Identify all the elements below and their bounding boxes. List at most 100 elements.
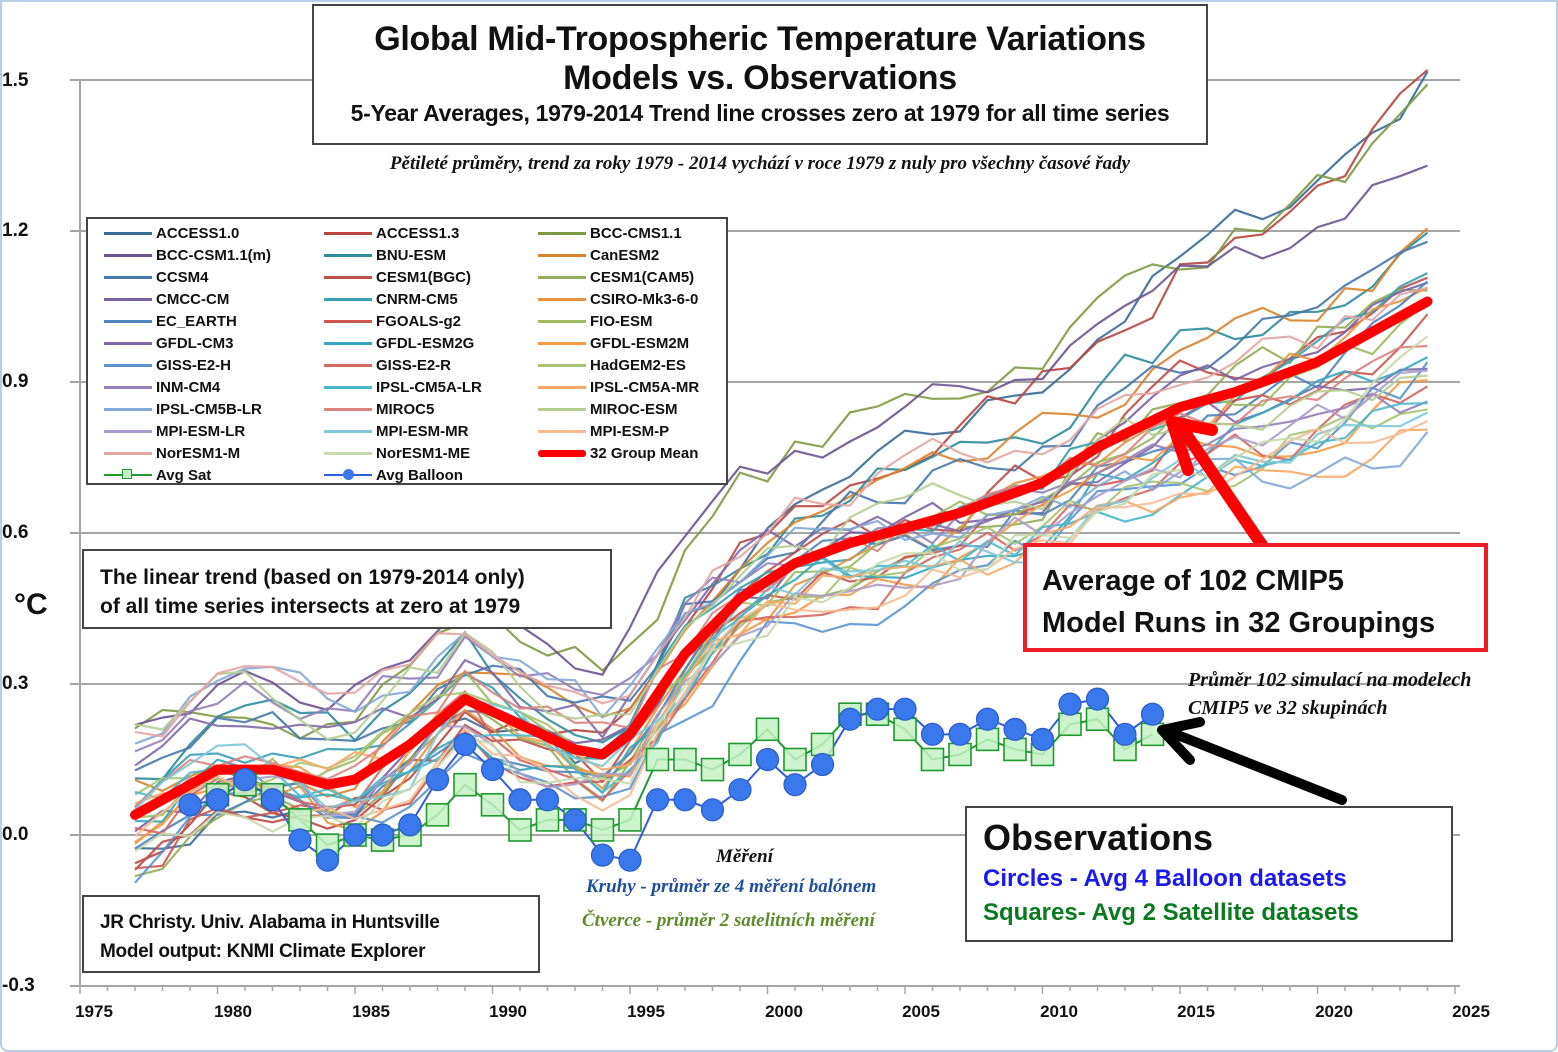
observations-czech-squares: Čtverce - průměr 2 satelitních měření (582, 910, 875, 931)
legend-label: GFDL-ESM2G (376, 334, 475, 352)
legend-swatch (538, 319, 586, 323)
legend-label: CCSM4 (156, 268, 209, 286)
x-tick-label: 2015 (1177, 1002, 1215, 1021)
y-tick-label: 1.5 (2, 70, 29, 91)
satellite-point (508, 818, 532, 842)
model-line-bnu-esm (134, 231, 1429, 781)
legend: ACCESS1.0 ACCESS1.3 BCC-CMS1.1 BCC-CSM1.1(m… (86, 217, 728, 485)
legend-item: IPSL-CM5A-MR (538, 376, 699, 398)
legend-swatch (324, 341, 372, 345)
x-tick-label: 2000 (765, 1002, 803, 1021)
balloon-point (535, 788, 560, 812)
trend-note-box: The linear trend (based on 1979-2014 onl… (82, 549, 612, 629)
legend-swatch (538, 341, 586, 345)
trend-note-line: The linear trend (based on 1979-2014 onl… (100, 566, 525, 589)
model-line-bcc-csm1-1-m- (134, 164, 1428, 726)
legend-label: BNU-ESM (376, 246, 446, 264)
legend-label: MPI-ESM-LR (156, 422, 246, 440)
legend-item: GISS-E2-H (104, 354, 231, 376)
y-tick-label: 0.6 (2, 522, 29, 543)
x-tick-label: 1995 (627, 1002, 665, 1021)
balloon-point (480, 757, 505, 782)
balloon-point (645, 788, 670, 812)
legend-swatch (104, 253, 152, 257)
balloon-point (370, 823, 395, 847)
legend-item: GFDL-ESM2M (538, 332, 689, 354)
balloon-point (260, 788, 285, 812)
balloon-point (1140, 702, 1165, 726)
legend-item: IPSL-CM5B-LR (104, 398, 262, 420)
legend-swatch (324, 451, 372, 455)
y-tick-label: 0.0 (2, 824, 29, 845)
legend-item: BCC-CMS1.1 (538, 222, 682, 244)
legend-item: ACCESS1.3 (324, 222, 459, 244)
legend-label: GISS-E2-R (376, 356, 452, 374)
czech-subtitle: Pětileté průměry, trend za roky 1979 - 2… (389, 153, 1131, 174)
x-tick-label: 2010 (1040, 1002, 1078, 1021)
satellite-point (288, 808, 312, 832)
legend-swatch (104, 451, 152, 455)
y-tick-label: 1.2 (2, 220, 29, 241)
chart-title: Global Mid-Tropospheric Temperature Vari… (374, 20, 1146, 58)
legend-label: GFDL-ESM2M (590, 334, 690, 352)
legend-swatch (324, 469, 372, 480)
balloon-point (728, 778, 752, 802)
legend-swatch (538, 429, 586, 433)
satellite-point (453, 772, 477, 797)
model-line-gfdl-cm3 (134, 367, 1428, 767)
legend-label: GISS-E2-H (156, 356, 232, 374)
balloon-point (508, 788, 532, 812)
axes (79, 80, 1456, 994)
legend-label: FGOALS-g2 (376, 312, 461, 330)
legend-label: CMCC-CM (156, 290, 230, 308)
balloon-point (178, 793, 202, 817)
legend-label: NorESM1-M (156, 444, 241, 462)
model-line-ipsl-cm5b-lr (134, 431, 1429, 745)
balloon-point (810, 752, 835, 777)
legend-swatch (538, 297, 586, 301)
model-line-ccsm4 (134, 240, 1428, 772)
model-line-mpi-esm-lr (134, 369, 1428, 817)
legend-label: Avg Balloon (376, 466, 463, 484)
group-mean-line (130, 296, 1433, 820)
legend-label: IPSL-CM5A-MR (590, 378, 700, 396)
balloon-point (315, 848, 340, 872)
observations-heading: Observations (983, 817, 1214, 858)
model-average-line: Average of 102 CMIP5 (1042, 565, 1344, 597)
y-axis-label: °C (14, 588, 48, 621)
legend-label: EC_EARTH (156, 312, 237, 330)
balloon-point (838, 707, 862, 731)
balloon-point (755, 747, 780, 772)
legend-label: ACCESS1.0 (156, 224, 240, 242)
chart-subtitle: Models vs. Observations (563, 59, 957, 97)
balloon-point (398, 813, 422, 837)
observations-squares-label: Squares- Avg 2 Satellite datasets (983, 899, 1359, 926)
model-lines (130, 69, 1433, 884)
y-tick-label: -0.3 (2, 975, 35, 996)
satellite-point (1003, 737, 1027, 762)
model-line-canesm2 (134, 227, 1429, 798)
legend-item: ACCESS1.0 (104, 222, 239, 244)
square-marker-icon (122, 469, 132, 479)
balloon-point (288, 828, 312, 852)
satellite-point (645, 747, 670, 772)
x-tick-label: 1990 (489, 1002, 527, 1021)
model-line-miroc-esm (134, 374, 1428, 741)
satellite-point (810, 732, 835, 757)
legend-label: MIROC-ESM (590, 400, 678, 418)
balloon-point (1113, 722, 1137, 746)
legend-label: CESM1(CAM5) (590, 268, 695, 286)
legend-swatch (538, 363, 586, 367)
legend-item: FGOALS-g2 (324, 310, 461, 332)
legend-label: BCC-CSM1.1(m) (156, 246, 272, 264)
balloon-point (948, 722, 972, 746)
legend-item: CMCC-CM (104, 288, 229, 310)
legend-swatch (324, 275, 372, 279)
legend-swatch (324, 385, 372, 389)
legend-item: BNU-ESM (324, 244, 446, 266)
legend-item: GFDL-ESM2G (324, 332, 474, 354)
model-average-czech-line: CMIP5 ve 32 skupinách (1188, 697, 1388, 719)
balloon-point (1058, 692, 1082, 716)
legend-swatch (538, 231, 586, 235)
legend-item: EC_EARTH (104, 310, 237, 332)
